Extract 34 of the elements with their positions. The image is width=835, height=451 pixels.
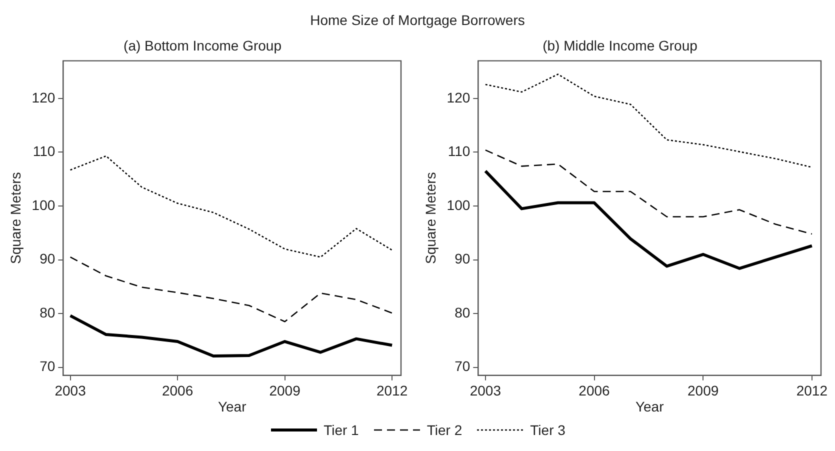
x-tick-label: 2006 [162, 382, 194, 399]
x-tick-label: 2012 [796, 382, 828, 399]
x-tick-label: 2009 [688, 382, 719, 399]
legend-label: Tier 1 [324, 422, 359, 438]
y-tick-label: 110 [32, 143, 56, 160]
line-series [484, 74, 813, 168]
x-tick-label: 2003 [470, 382, 502, 399]
y-tick-label: 70 [454, 358, 470, 374]
legend-label: Tier 2 [426, 422, 462, 438]
x-tick-label: 2006 [578, 382, 610, 399]
line-series [70, 155, 393, 258]
x-tick-label: 2009 [269, 382, 301, 399]
y-tick-label: 120 [446, 89, 470, 106]
x-tick-label: 2012 [376, 382, 408, 399]
y-tick-label: 100 [446, 196, 470, 213]
legend-label: Tier 3 [530, 422, 566, 438]
y-tick-label: 80 [454, 304, 470, 320]
y-tick-label: 120 [32, 89, 56, 106]
chart-title: Home Size of Mortgage Borrowers [309, 12, 526, 28]
y-tick-label: 80 [40, 304, 56, 320]
line-series [70, 256, 393, 322]
y-tick-label: 100 [32, 196, 56, 213]
y-axis-title: Square Meters [422, 172, 438, 264]
chart-subtitle: (a) Bottom Income Group [124, 37, 282, 54]
x-tick-label: 2003 [54, 382, 86, 399]
x-axis-title: Year [635, 398, 664, 414]
y-axis-title: Square Meters [7, 172, 24, 264]
y-tick-label: 90 [40, 250, 56, 267]
line-series [484, 149, 813, 235]
y-tick-label: 90 [454, 250, 470, 267]
chart-subtitle: (b) Middle Income Group [542, 37, 698, 54]
y-tick-label: 70 [40, 358, 56, 374]
x-axis-title: Year [218, 398, 247, 414]
y-tick-label: 110 [448, 143, 470, 160]
